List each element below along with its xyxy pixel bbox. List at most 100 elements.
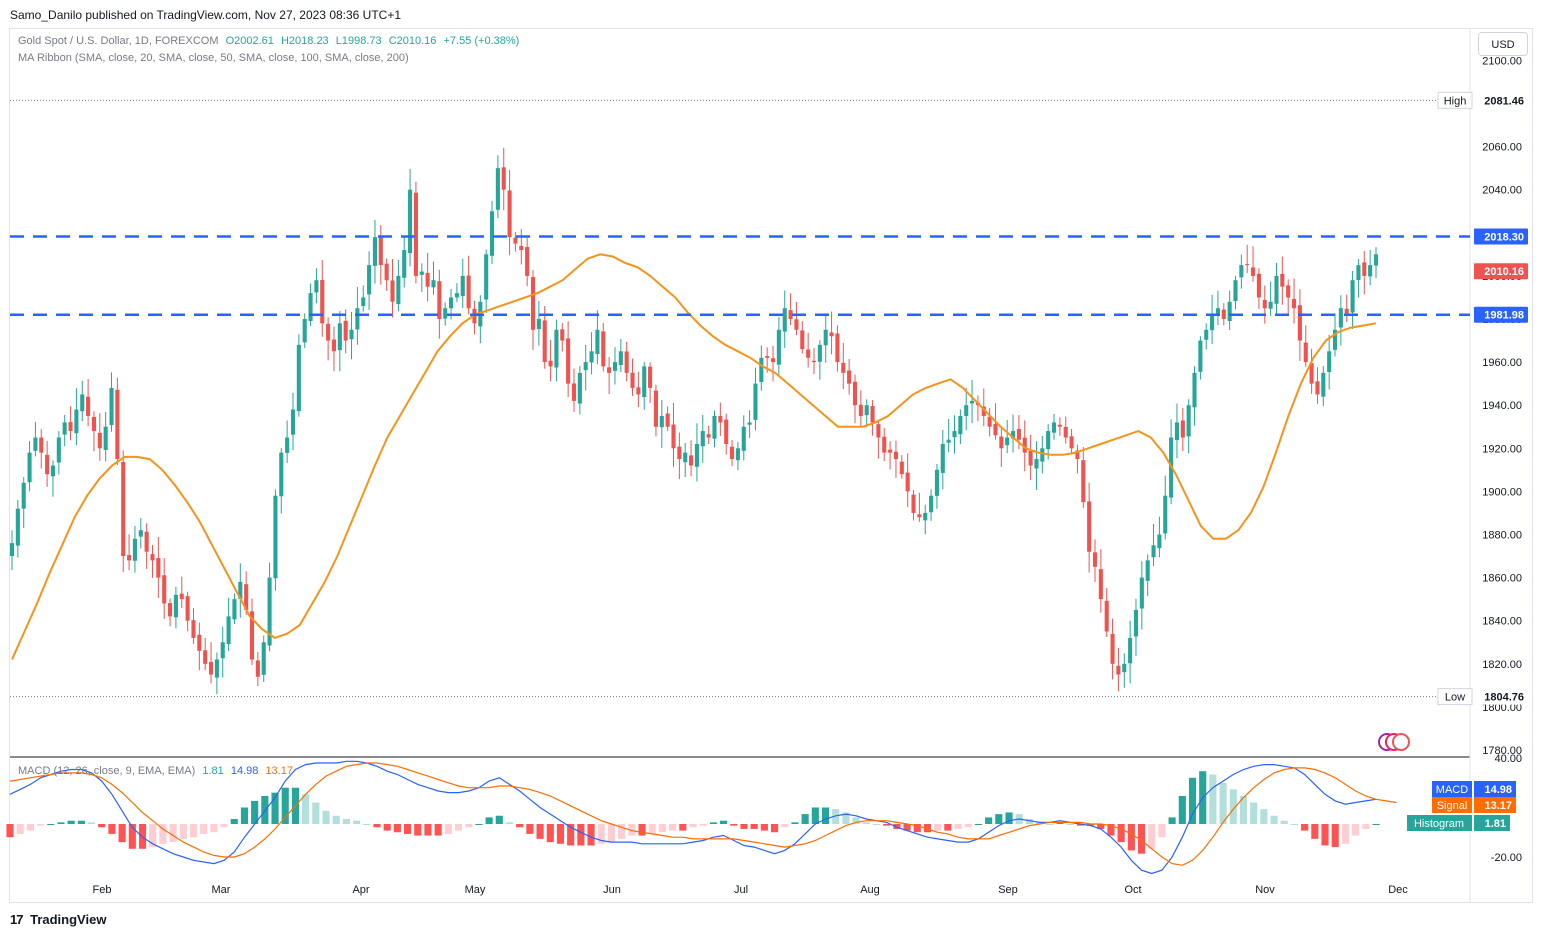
candle [1104, 588, 1109, 637]
macd-histogram-bar [16, 824, 24, 834]
candle [501, 147, 506, 211]
candle-body [68, 422, 73, 432]
macd-histogram-bar [373, 824, 381, 828]
currency-button[interactable]: USD [1478, 32, 1528, 56]
candle [536, 301, 541, 346]
candle [730, 439, 735, 466]
price-tick-label: 1920.00 [1482, 443, 1522, 455]
macd-histogram-bar [1352, 824, 1360, 836]
macd-histogram-bar [495, 815, 503, 824]
macd-histogram-bar [811, 807, 819, 824]
macd-histogram-bar [546, 824, 554, 843]
candle-body [1057, 424, 1062, 427]
candle-body [337, 323, 342, 351]
macd-histogram-bar [852, 817, 860, 824]
candle [1151, 524, 1156, 567]
candle-body [718, 415, 723, 423]
candle [197, 622, 202, 671]
histogram-axis-label-value: 1.81 [1485, 818, 1506, 830]
candle [127, 534, 132, 571]
time-tick-label: Feb [93, 884, 112, 896]
candle-body [1332, 329, 1338, 350]
candle-body [829, 332, 834, 337]
symbol-name[interactable]: Gold Spot / U.S. Dollar, 1D, FOREXCOM [18, 35, 219, 47]
candle [782, 290, 787, 348]
candle-body [1356, 265, 1361, 280]
candle-body [226, 616, 231, 644]
candle [484, 249, 489, 314]
candle [326, 317, 331, 361]
macd-histogram-bar [322, 810, 330, 824]
candle-body [583, 362, 588, 371]
candle-body [273, 495, 278, 579]
candle-body [1274, 275, 1279, 304]
candle-body [724, 419, 729, 444]
candle-body [384, 263, 389, 281]
macd-histogram-bar [210, 824, 218, 833]
macd-histogram-bar [658, 824, 666, 833]
macd-histogram-bar [689, 824, 697, 828]
candle [408, 168, 413, 267]
macd-histogram-bar [98, 824, 106, 828]
candle-body [138, 530, 143, 537]
candle [208, 642, 214, 684]
candle [981, 388, 986, 427]
candle [513, 231, 518, 252]
candle-body [952, 431, 957, 438]
candle-body [1051, 422, 1057, 433]
candle [893, 440, 899, 478]
candle [618, 339, 623, 373]
macd-histogram-bar [77, 820, 85, 824]
candle-body [413, 192, 418, 276]
candle-body [694, 443, 699, 467]
candle [1239, 254, 1244, 289]
resistance-price-label: 2018.30 [1484, 231, 1524, 243]
ma-ribbon-legend[interactable]: MA Ribbon (SMA, close, 20, SMA, close, 5… [18, 52, 409, 64]
candle-body [290, 409, 296, 435]
candle [1309, 348, 1314, 394]
macd-histogram-bar [138, 824, 147, 849]
candle [525, 237, 530, 287]
candle [1362, 251, 1367, 295]
macd-axis-label-tag: MACD [1436, 784, 1468, 796]
macd-histogram-bar [220, 824, 228, 828]
candle-body [987, 416, 992, 427]
candle [1198, 336, 1203, 380]
candle [1227, 290, 1232, 331]
macd-histogram-bar [1301, 824, 1309, 831]
change-value: +7.55 (+0.38%) [443, 35, 520, 47]
last-price-label: 2010.16 [1484, 266, 1524, 278]
candle-body [466, 275, 471, 309]
candle [1034, 441, 1039, 490]
candle-body [396, 275, 401, 304]
candle-body [331, 339, 337, 352]
macd-histogram-bar [1097, 824, 1105, 829]
macd-histogram-bar [628, 824, 636, 836]
time-tick-label: May [465, 884, 486, 896]
macd-histogram-bar [434, 824, 442, 836]
candle [191, 608, 196, 644]
macd-histogram-bar [240, 807, 249, 824]
candle [150, 545, 155, 578]
candle [261, 635, 266, 682]
candle-body [443, 308, 448, 319]
candle [103, 412, 108, 462]
candle [39, 429, 44, 469]
candle-body [1005, 437, 1010, 446]
candle-body [208, 661, 214, 675]
macd-histogram-bar [821, 807, 830, 824]
candle [396, 259, 401, 312]
candle-body [835, 333, 840, 363]
candle [320, 260, 325, 337]
macd-legend[interactable]: MACD (12, 26, close, 9, EMA, EMA) 1.81 1… [18, 765, 293, 777]
candle [27, 441, 32, 492]
candle-body [794, 319, 799, 330]
candle-body [302, 319, 307, 343]
price-tick-label: 1840.00 [1482, 616, 1522, 628]
candle-body [45, 454, 50, 475]
candle [519, 229, 524, 265]
price-tick-label: 1820.00 [1482, 659, 1522, 671]
macd-histogram-bar [230, 819, 238, 824]
candle-body [1186, 405, 1191, 437]
